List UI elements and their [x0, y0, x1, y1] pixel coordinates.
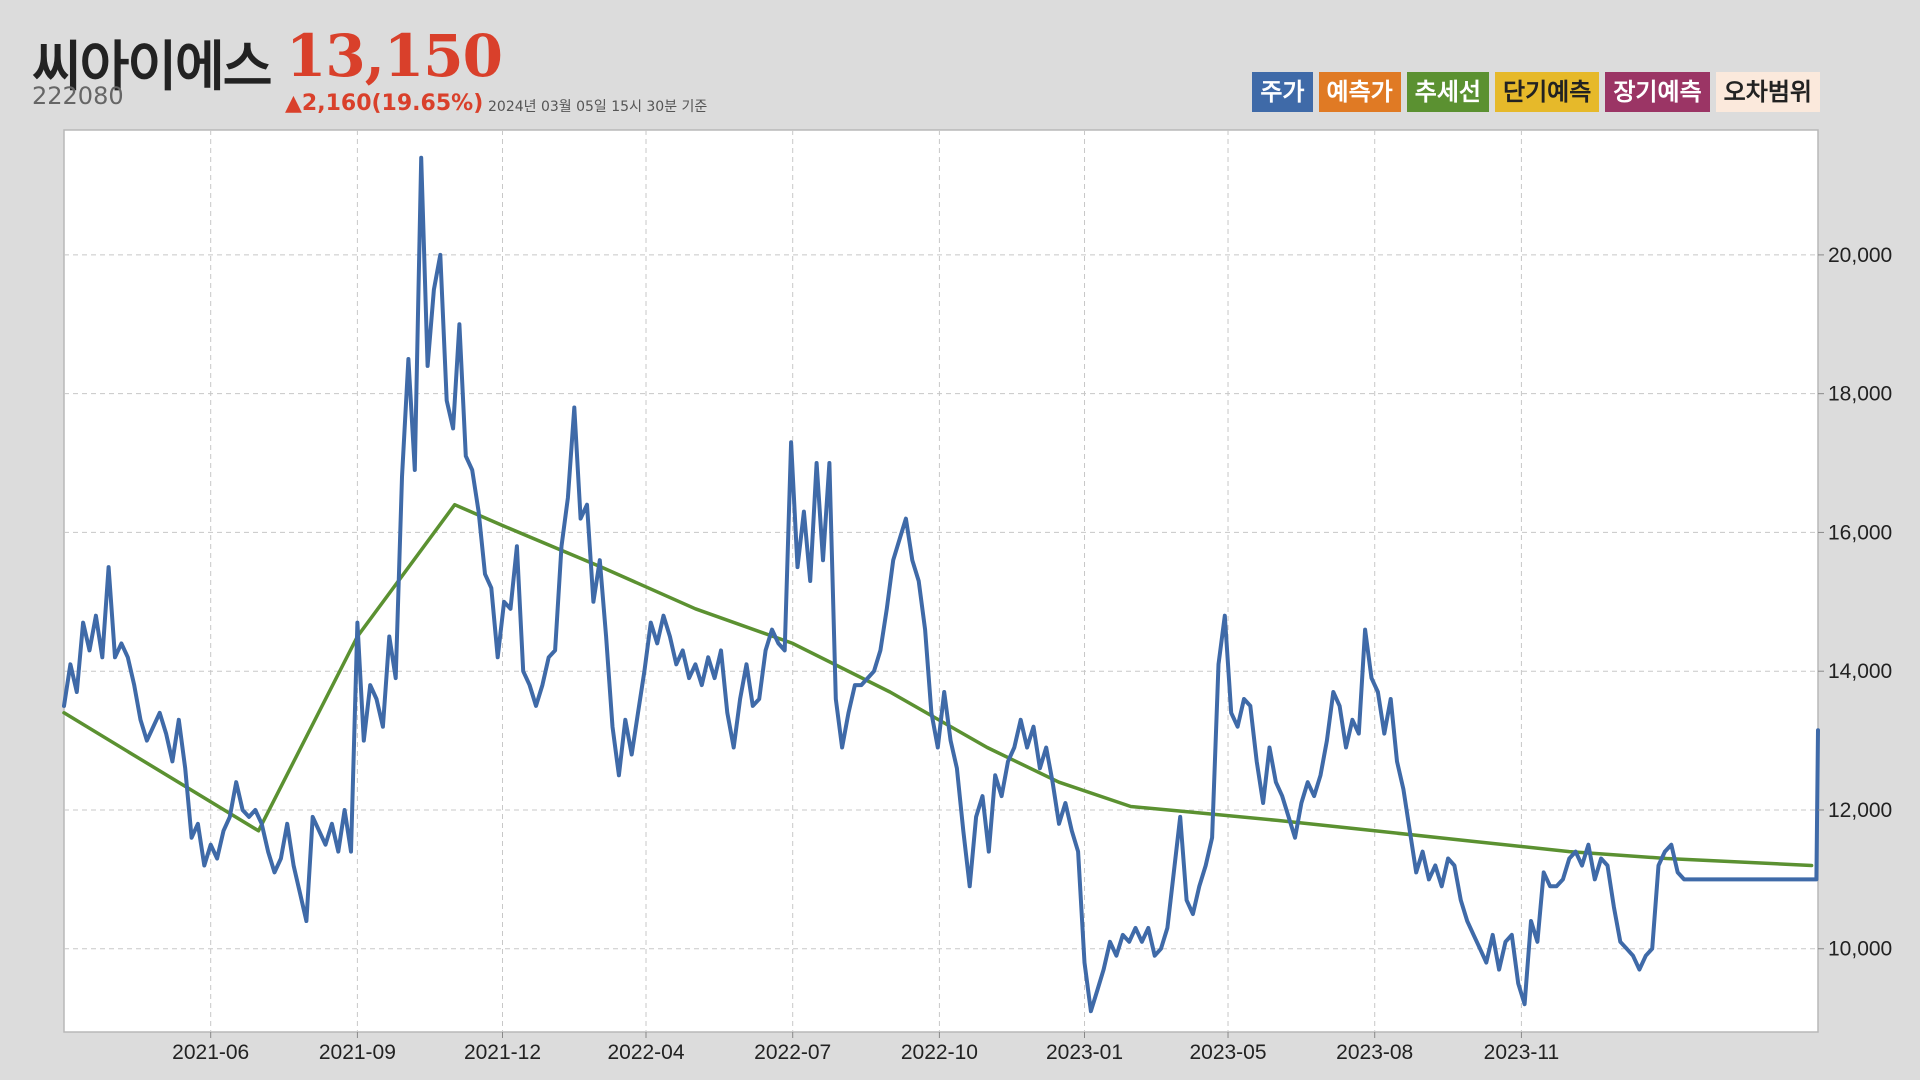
x-tick-label: 2021-12: [464, 1041, 541, 1064]
x-tick-label: 2023-08: [1336, 1041, 1413, 1064]
x-tick-label: 2022-10: [901, 1041, 978, 1064]
legend-item-error-range[interactable]: 오차범위: [1715, 72, 1820, 112]
x-tick-label: 2021-09: [319, 1041, 396, 1064]
legend-item-price[interactable]: 주가: [1252, 72, 1313, 112]
x-tick-label: 2022-07: [754, 1041, 831, 1064]
y-tick-label: 18,000: [1828, 383, 1892, 406]
as-of-timestamp: 2024년 03월 05일 15시 30분 기준: [488, 99, 708, 115]
legend: 주가 예측가 추세선 단기예측 장기예측 오차범위: [1252, 72, 1820, 112]
x-tick-label: 2023-11: [1484, 1041, 1560, 1064]
trendline-series-line: [62, 502, 1814, 868]
x-tick-label: 2023-01: [1046, 1041, 1123, 1064]
y-tick-label: 12,000: [1828, 799, 1892, 822]
x-tick-label: 2022-04: [607, 1041, 684, 1064]
price-series-line: [62, 155, 1820, 1014]
y-tick-label: 16,000: [1828, 521, 1892, 544]
y-tick-label: 10,000: [1828, 938, 1892, 961]
x-tick-label: 2023-05: [1189, 1041, 1266, 1064]
plot-area: [63, 129, 1819, 1033]
axes: 10,000 12,000 14,000 16,000 18,000 20,000 2021…: [172, 244, 1892, 1064]
stock-name: 씨아이에스: [32, 35, 272, 98]
legend-item-short-term[interactable]: 단기예측: [1495, 72, 1600, 112]
legend-item-forecast[interactable]: 예측가: [1318, 72, 1401, 112]
series-layer: [62, 155, 1820, 1014]
legend-item-trendline[interactable]: 추세선: [1406, 72, 1490, 112]
legend-item-long-term[interactable]: 장기예측: [1605, 72, 1710, 112]
current-price: 13,150: [286, 22, 503, 90]
y-tick-label: 20,000: [1828, 244, 1892, 267]
stock-code: 222080: [32, 82, 124, 110]
grid: [64, 130, 1818, 1032]
price-change: ▲2,160(19.65%): [285, 91, 484, 116]
x-tick-label: 2021-06: [172, 1041, 249, 1064]
y-tick-label: 14,000: [1828, 660, 1892, 683]
